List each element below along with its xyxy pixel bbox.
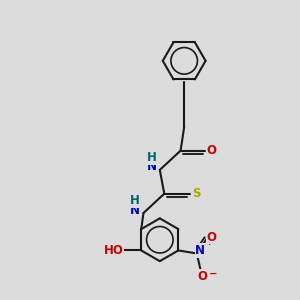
Text: −: − — [209, 269, 217, 279]
Text: S: S — [192, 187, 200, 200]
Text: O: O — [206, 144, 217, 157]
Text: O: O — [207, 231, 217, 244]
Text: H: H — [146, 151, 156, 164]
Text: HO: HO — [104, 244, 124, 257]
Text: +: + — [206, 238, 213, 247]
Text: N: N — [130, 203, 140, 217]
Text: N: N — [146, 160, 157, 173]
Text: H: H — [130, 194, 140, 207]
Text: O: O — [198, 270, 208, 283]
Text: N: N — [195, 244, 205, 257]
